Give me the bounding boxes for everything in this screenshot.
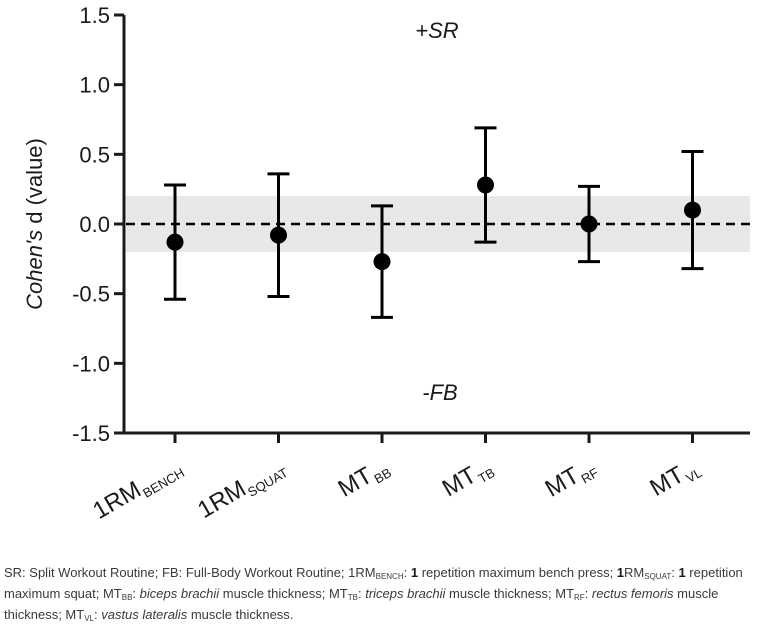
x-category-label-main: MT bbox=[334, 462, 378, 503]
x-category-label: MTBB bbox=[334, 453, 394, 505]
x-category-label: MTRF bbox=[541, 453, 601, 505]
caption-subscript: VL bbox=[84, 614, 94, 623]
caption-text: repetition maximum squat; MT bbox=[4, 565, 743, 601]
data-point bbox=[684, 201, 701, 219]
x-category-label-main: 1RM bbox=[88, 476, 145, 525]
effect-size-chart: -1.5 -1.0 -0.5 0.0 0.5 1.0 1.5 Cohen's d (value… bbox=[22, 3, 750, 527]
caption-text: : bbox=[357, 586, 366, 601]
y-tick-label: 0.5 bbox=[79, 142, 110, 167]
annotation-bottom: -FB bbox=[422, 380, 457, 405]
x-category-label-sub: VL bbox=[683, 465, 704, 486]
caption-text: muscle thickness; MT bbox=[4, 586, 719, 622]
caption-text: repetition maximum bench press; bbox=[418, 565, 617, 580]
x-category-label-main: 1RM bbox=[193, 475, 250, 524]
data-point bbox=[580, 215, 598, 233]
data-point bbox=[477, 176, 494, 194]
caption-text: : bbox=[132, 586, 140, 601]
y-tick-label: 1.5 bbox=[79, 3, 110, 28]
y-axis-label-rest: d (value) bbox=[22, 138, 47, 230]
caption-bold: 1 bbox=[410, 565, 419, 580]
caption-text: SR: Split Workout Routine; FB: Full-Body… bbox=[4, 565, 376, 580]
annotation-top: +SR bbox=[415, 18, 459, 43]
y-tick-label: -1.5 bbox=[72, 421, 110, 446]
caption-italic: biceps brachii bbox=[139, 586, 220, 601]
x-category-label-main: MT bbox=[438, 461, 482, 502]
caption-text: muscle thickness. bbox=[187, 607, 294, 622]
caption-subscript: SQUAT bbox=[644, 572, 672, 581]
x-category-label-sub: BENCH bbox=[140, 465, 187, 501]
x-category-label: 1RMSQUAT bbox=[193, 453, 290, 526]
axes-layer bbox=[114, 13, 750, 443]
caption-text: : bbox=[403, 565, 411, 580]
caption-text: muscle thickness; MT bbox=[445, 586, 575, 601]
figure-caption: SR: Split Workout Routine; FB: Full-Body… bbox=[4, 562, 762, 625]
x-category-label: MTVL bbox=[645, 453, 704, 504]
trivial-effect-band-layer bbox=[126, 196, 750, 252]
caption-subscript: RF bbox=[574, 593, 585, 602]
caption-italic: triceps brachii bbox=[365, 586, 446, 601]
x-category-label-main: MT bbox=[541, 462, 585, 503]
caption-bold: 1 bbox=[678, 565, 686, 580]
caption-text: : bbox=[584, 586, 592, 601]
caption-italic: rectus femoris bbox=[591, 586, 674, 601]
y-axis-label: Cohen's d (value) bbox=[22, 138, 47, 310]
caption-italic: vastus lateralis bbox=[101, 607, 188, 622]
caption-text: RM bbox=[624, 565, 645, 580]
caption-subscript: BENCH bbox=[375, 572, 404, 581]
caption-text: : bbox=[93, 607, 102, 622]
data-marks-layer bbox=[164, 126, 704, 319]
y-axis-label-italic: Cohen's bbox=[22, 230, 47, 310]
data-point bbox=[166, 233, 184, 251]
x-category-label: 1RMBENCH bbox=[88, 453, 187, 527]
caption-text: : bbox=[671, 565, 679, 580]
data-point bbox=[373, 253, 391, 271]
caption-subscript: BB bbox=[121, 593, 133, 602]
x-category-label-main: MT bbox=[645, 461, 689, 502]
y-tick-label: -0.5 bbox=[72, 282, 110, 307]
x-category-label: MTTB bbox=[438, 453, 498, 504]
caption-bold: 1 bbox=[616, 565, 625, 580]
caption-text: muscle thickness; MT bbox=[219, 586, 348, 601]
caption-subscript: TB bbox=[347, 593, 358, 602]
x-category-label-sub: SQUAT bbox=[245, 465, 290, 500]
y-tick-label: -1.0 bbox=[72, 351, 110, 376]
data-point bbox=[270, 226, 287, 244]
trivial-effect-band bbox=[126, 196, 750, 252]
y-tick-label: 1.0 bbox=[79, 73, 110, 98]
y-tick-label: 0.0 bbox=[79, 212, 110, 237]
x-category-label-sub: TB bbox=[476, 465, 498, 486]
